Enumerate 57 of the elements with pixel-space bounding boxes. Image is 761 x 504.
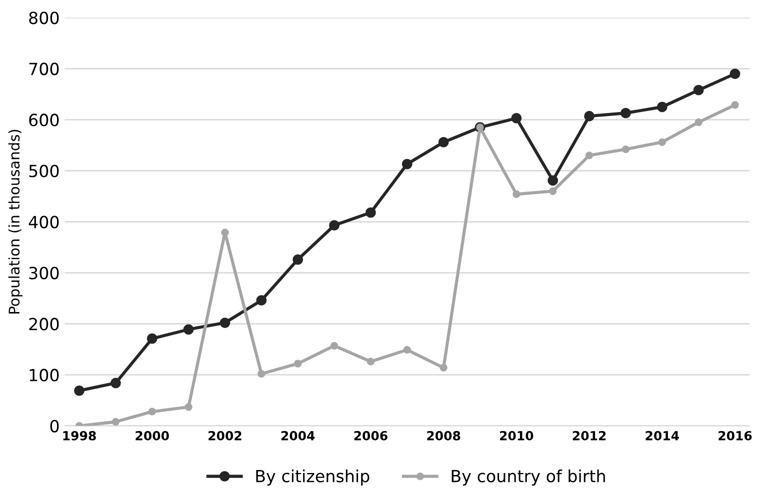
y-tick-label: 400 <box>28 216 59 228</box>
x-tick-label: 1998 <box>63 430 96 440</box>
y-tick-label: 300 <box>29 266 59 280</box>
point <box>183 324 194 335</box>
point <box>292 254 304 265</box>
x-tick-label: 2002 <box>208 430 242 440</box>
point <box>148 408 156 416</box>
x-tick-label: 2010 <box>500 430 534 440</box>
point <box>622 145 630 154</box>
y-tick-label: 700 <box>29 62 59 76</box>
point <box>258 370 266 378</box>
y-tick-label: 600 <box>29 114 59 126</box>
y-axis-title: Population (in thousands) <box>8 130 22 314</box>
point <box>438 136 449 148</box>
y-tick-label: 0 <box>50 420 59 432</box>
legend-label: By country of birth <box>452 469 605 486</box>
point <box>366 358 375 366</box>
x-tick-label: 2014 <box>646 430 679 440</box>
x-tick-label: 2006 <box>354 430 388 440</box>
point <box>694 118 702 126</box>
point <box>693 84 704 96</box>
point <box>731 101 739 109</box>
x-tick-label: 2012 <box>572 430 606 440</box>
legend-label: By citizenship <box>256 469 370 486</box>
point <box>110 378 121 388</box>
point <box>220 318 230 328</box>
point <box>330 342 338 350</box>
point <box>549 187 557 195</box>
y-tick-label: 200 <box>29 318 59 330</box>
point <box>365 207 376 218</box>
point <box>656 102 668 112</box>
point <box>329 220 340 231</box>
point <box>512 190 520 198</box>
point <box>256 295 267 306</box>
x-tick-label: 2016 <box>718 430 752 440</box>
x-tick-label: 2004 <box>281 430 315 440</box>
y-tick-label: 500 <box>29 164 59 178</box>
point <box>184 403 192 411</box>
point <box>511 112 522 124</box>
point <box>585 152 594 160</box>
point <box>658 138 666 146</box>
point <box>146 333 158 344</box>
x-tick-label: 2008 <box>427 430 460 440</box>
x-tick-label: 2000 <box>136 430 169 440</box>
point <box>730 68 740 79</box>
y-tick-label: 100 <box>30 368 59 382</box>
point <box>112 418 120 426</box>
point <box>294 360 302 368</box>
point <box>403 346 411 354</box>
point <box>584 110 594 122</box>
point <box>402 158 412 170</box>
point <box>620 108 631 118</box>
point <box>74 385 84 396</box>
point <box>221 228 229 236</box>
point <box>548 175 558 186</box>
y-tick-label: 800 <box>29 12 59 24</box>
point <box>440 364 448 372</box>
